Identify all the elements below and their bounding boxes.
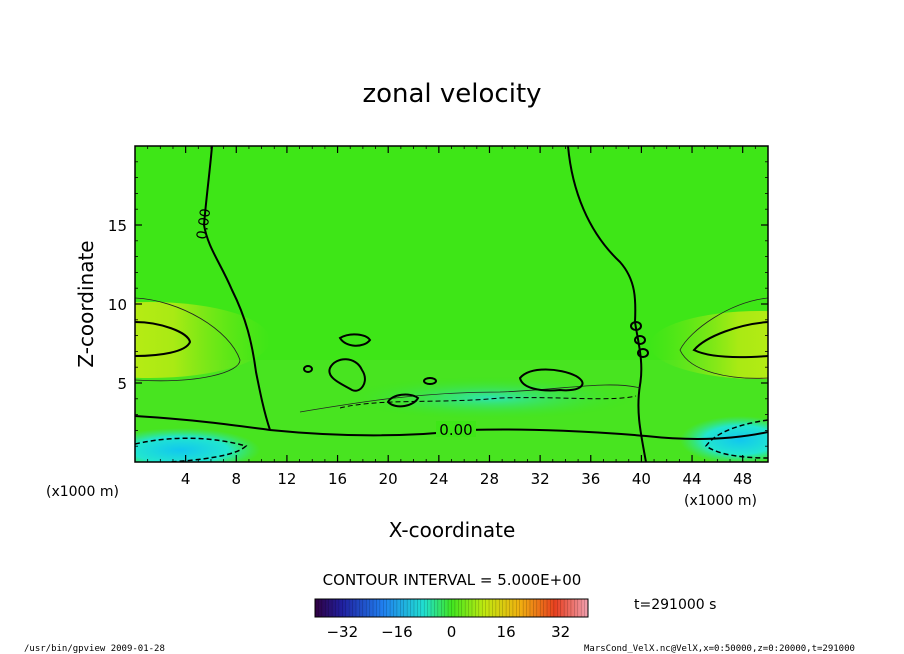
- closed-contour-b: [328, 358, 366, 392]
- colorbar-tick-label: 0: [447, 623, 457, 641]
- x-tick-label: 4: [181, 470, 191, 488]
- closed-contour-h: [423, 377, 437, 385]
- closed-contour-i: [303, 365, 313, 373]
- dashed-contour-right: [704, 419, 768, 459]
- dashed-contour-mid: [339, 395, 637, 409]
- x-tick-label: 12: [277, 470, 296, 488]
- colorbar-tick-label: −32: [326, 623, 358, 641]
- x-tick-label: 40: [632, 470, 651, 488]
- field: [135, 146, 768, 462]
- contour-label-left: 0.00: [194, 207, 214, 240]
- contour-interval: CONTOUR INTERVAL = 5.000E+00: [323, 571, 582, 589]
- closed-contour-g: [637, 348, 649, 358]
- closed-contour-e: [630, 321, 642, 331]
- colorbar-tick-label: 16: [497, 623, 516, 641]
- x-tick-label: 32: [531, 470, 550, 488]
- y-tick-label: 15: [108, 217, 127, 235]
- lobe-contour-left: [135, 321, 192, 357]
- x-tick-label: 48: [733, 470, 752, 488]
- colorbar-tick-label: −16: [381, 623, 413, 641]
- chart-title: zonal velocity: [362, 79, 541, 109]
- colorbar-ticks: −32 −16 0 16 32: [326, 623, 570, 641]
- x-tick-label: 16: [328, 470, 347, 488]
- x-tick-label: 24: [429, 470, 448, 488]
- thin-contour-left: [135, 297, 241, 382]
- x-unit-right: (x1000 m): [684, 493, 757, 509]
- x-unit-left: (x1000 m): [46, 484, 119, 500]
- y-axis-label: Z-coordinate: [74, 240, 98, 367]
- x-tick-label: 44: [682, 470, 701, 488]
- x-tick-label: 20: [379, 470, 398, 488]
- thin-contour-right: [679, 297, 768, 379]
- x-tick-label: 8: [232, 470, 242, 488]
- lobe-contour-right: [692, 321, 768, 359]
- x-axis-label: X-coordinate: [389, 518, 516, 542]
- closed-contour-f: [634, 335, 646, 345]
- zero-contour-left: [202, 146, 271, 431]
- thin-contour-mid: [299, 384, 641, 413]
- closed-contour-d: [518, 368, 584, 392]
- time-label: t=291000 s: [634, 597, 716, 613]
- program-label: /usr/bin/gpview 2009-01-28: [24, 644, 165, 654]
- dashed-contour-left: [135, 437, 248, 462]
- y-tick-label: 5: [117, 375, 127, 393]
- negative-core-middle: [340, 376, 640, 420]
- y-tick-label: 10: [108, 296, 127, 314]
- contour-label-bottom-bg: [436, 421, 476, 437]
- negative-core-left: [135, 428, 260, 462]
- zero-contour-right: [567, 146, 647, 462]
- contour-label-bottom: 0.00: [439, 421, 472, 439]
- closed-contour-c: [386, 393, 420, 408]
- colorbar-tick-label: 32: [551, 623, 570, 641]
- colorbar-segment-lines: [318, 599, 585, 617]
- closed-contour-a: [338, 333, 372, 347]
- x-tick-label: 28: [480, 470, 499, 488]
- x-tick-label: 36: [581, 470, 600, 488]
- file-label: MarsCond_VelX.nc@VelX,x=0:50000,z=0:2000…: [584, 644, 855, 654]
- positive-lobe-left: [135, 302, 270, 378]
